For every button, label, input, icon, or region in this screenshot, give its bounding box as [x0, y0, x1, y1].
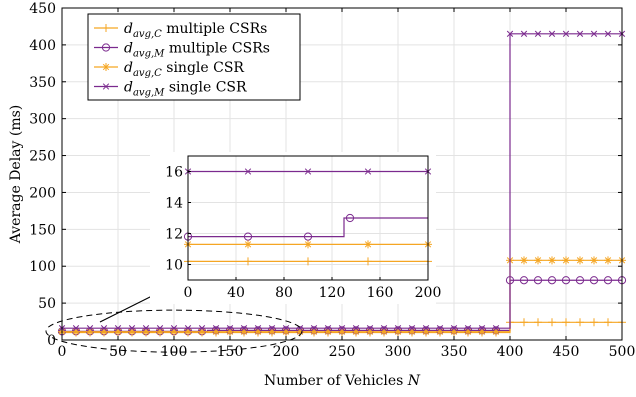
- legend: davg,C multiple CSRsdavg,M multiple CSRs…: [88, 14, 300, 100]
- x-tick-label: 500: [609, 344, 636, 360]
- inset-y-tick-label: 14: [165, 196, 183, 212]
- y-tick-label: 300: [29, 112, 56, 128]
- series-marker: [548, 256, 556, 264]
- inset-y-tick-label: 12: [165, 227, 183, 243]
- y-tick-label: 150: [29, 222, 56, 238]
- y-axis-label: Average Delay (ms): [8, 105, 24, 245]
- inset-x-tick-label: 160: [367, 285, 394, 301]
- x-tick-label: 50: [109, 344, 127, 360]
- series-marker: [534, 318, 542, 326]
- series-marker: [562, 318, 570, 326]
- x-tick-label: 400: [497, 344, 524, 360]
- x-tick-label: 300: [385, 344, 412, 360]
- x-tick-label: 350: [441, 344, 468, 360]
- y-tick-label: 250: [29, 149, 56, 165]
- x-axis-label-symbol: N: [407, 373, 421, 389]
- series-marker: [534, 256, 542, 264]
- y-tick-label: 400: [29, 38, 56, 54]
- inset-zoom-plot: 0 40 80 120 160 200 10 12 14 16: [150, 152, 441, 304]
- x-axis-label: Number of Vehicles N: [264, 373, 421, 389]
- y-tick-label: 350: [29, 75, 56, 91]
- series-marker: [520, 318, 528, 326]
- y-tick-label: 100: [29, 259, 56, 275]
- x-tick-label: 150: [217, 344, 244, 360]
- series-marker: [102, 63, 110, 71]
- inset-y-tick-label: 16: [165, 165, 183, 181]
- inset-x-tick-label: 0: [184, 285, 193, 301]
- series-marker: [590, 318, 598, 326]
- y-tick-label: 50: [38, 296, 56, 312]
- inset-background: [150, 152, 436, 304]
- inset-x-tick-label: 80: [275, 285, 293, 301]
- series-marker: [548, 318, 556, 326]
- series-marker: [604, 318, 612, 326]
- series-marker: [590, 256, 598, 264]
- inset-y-tick-label: 10: [165, 258, 183, 274]
- series-marker: [562, 256, 570, 264]
- x-tick-label: 250: [329, 344, 356, 360]
- x-tick-label: 450: [553, 344, 580, 360]
- inset-x-tick-label: 200: [415, 285, 442, 301]
- y-tick-label: 450: [29, 1, 56, 17]
- x-tick-label: 200: [273, 344, 300, 360]
- series-marker: [576, 256, 584, 264]
- x-tick-label: 0: [58, 344, 67, 360]
- x-axis-label-text: Number of Vehicles: [264, 373, 408, 389]
- series-marker: [604, 256, 612, 264]
- inset-x-tick-label: 40: [227, 285, 245, 301]
- y-tick-label: 200: [29, 185, 56, 201]
- series-marker: [576, 318, 584, 326]
- inset-x-tick-label: 120: [319, 285, 346, 301]
- series-marker: [520, 256, 528, 264]
